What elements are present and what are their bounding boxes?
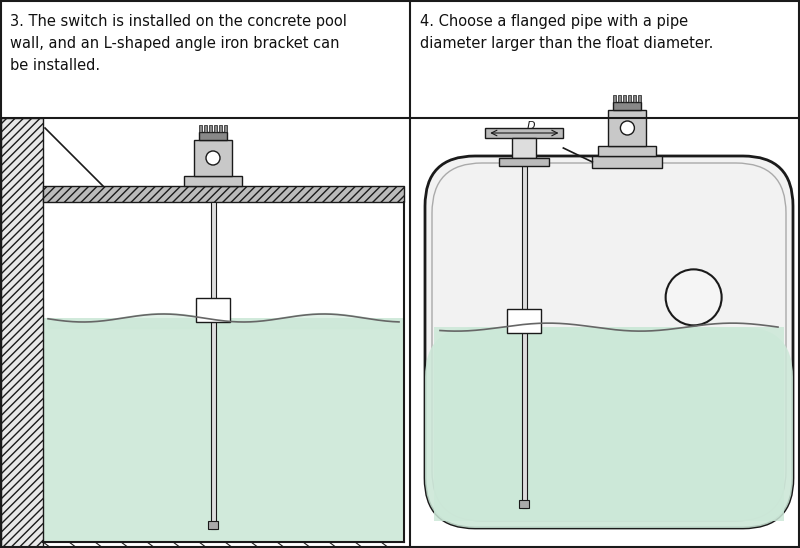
Bar [214,125,217,132]
Bar [209,125,212,132]
Bar [522,166,527,508]
Bar [224,125,227,132]
Bar [184,176,242,186]
Bar [208,521,218,529]
Bar [634,95,637,102]
Bar [43,318,404,542]
Text: D: D [526,121,535,131]
Bar [1,118,43,547]
Bar [219,125,222,132]
Bar [211,202,216,529]
FancyBboxPatch shape [425,327,793,528]
Bar [614,102,642,110]
Bar [608,110,646,146]
Bar [199,125,202,132]
Bar [199,132,227,140]
Circle shape [206,151,220,165]
Bar [598,146,656,156]
Bar [507,309,542,333]
Text: 3. The switch is installed on the concrete pool: 3. The switch is installed on the concre… [10,14,347,29]
Bar [43,186,404,202]
Bar [638,95,642,102]
Bar [512,138,536,158]
Bar [629,95,631,102]
Text: wall, and an L-shaped angle iron bracket can: wall, and an L-shaped angle iron bracket… [10,36,339,51]
Bar [434,327,784,521]
Bar [196,298,230,322]
Bar [592,156,662,168]
Bar [618,95,622,102]
FancyBboxPatch shape [425,156,793,528]
Circle shape [666,270,722,326]
Bar [204,125,207,132]
Bar [519,500,530,508]
Bar [614,95,616,102]
Circle shape [621,121,634,135]
Text: be installed.: be installed. [10,58,100,73]
Bar [499,158,550,166]
Text: 4. Choose a flanged pipe with a pipe: 4. Choose a flanged pipe with a pipe [420,14,688,29]
Bar [194,140,232,176]
Bar [623,95,626,102]
Text: diameter larger than the float diameter.: diameter larger than the float diameter. [420,36,714,51]
Bar [486,128,563,138]
